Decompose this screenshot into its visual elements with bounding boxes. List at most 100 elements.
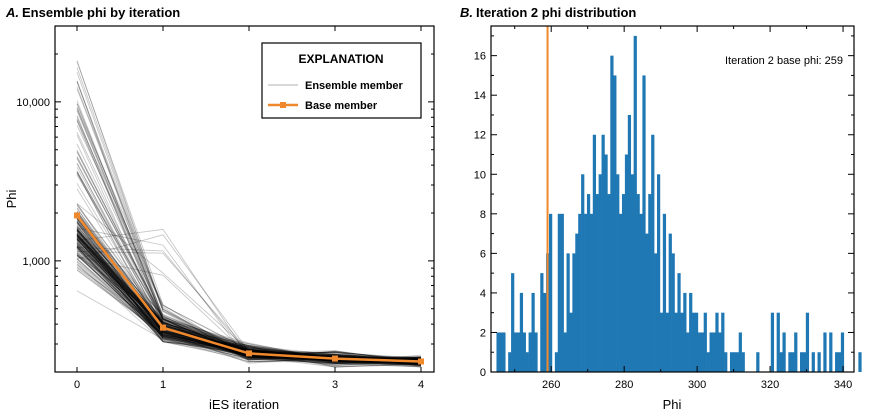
base-member-marker [74,212,80,219]
y-tick-label: 2 [480,327,486,339]
histogram-bar [630,174,634,372]
ensemble-member-line [76,245,422,361]
y-tick-label: 10 [474,169,486,181]
y-tick-label: 16 [474,51,486,63]
y-tick-label: 4 [480,288,486,300]
histogram-bar [683,292,687,372]
histogram-bar [689,292,693,372]
histogram-bar [586,194,591,372]
histogram-bar [837,352,842,372]
histogram-bar [519,292,524,372]
ensemble-member-line [76,253,422,364]
histogram-bar [662,213,667,372]
histogram-bar [645,233,649,372]
legend-title: EXPLANATION [298,52,383,66]
panel-a-frame [54,25,435,373]
ensemble-member-line [76,240,422,366]
ensemble-member-line [76,238,422,361]
x-tick-label: 320 [761,379,779,391]
base-member-marker [246,350,252,357]
ensemble-member-line [76,100,422,358]
histogram-bar [543,292,547,372]
histogram-bar [668,233,672,372]
histogram-bar [692,312,696,372]
histogram-bar [677,273,681,372]
histogram-bar [627,114,632,372]
ensemble-member-line [76,226,422,363]
x-tick-label: 0 [74,379,80,391]
ensemble-member-line [76,150,422,363]
histogram-bar [718,332,722,372]
base-phi-annotation: Iteration 2 base phi: 259 [725,55,843,67]
ensemble-member-line [76,241,422,363]
legend-base-marker [280,102,286,108]
histogram-bar [788,352,792,372]
histogram-bar [829,332,833,372]
histogram-bar [724,352,728,372]
panel-a-y-ticks: 1,000 10,000 [16,25,434,373]
histogram-bar [791,352,795,372]
x-tick-label: 2 [246,379,252,391]
histogram-bar [566,253,570,372]
histogram-bar [595,194,599,372]
ensemble-member-line [76,116,422,364]
ensemble-member-line [76,215,422,366]
histogram-bar [639,213,643,372]
base-member-series [74,212,424,365]
histogram-bar [802,352,807,372]
histogram-bar [633,35,637,372]
ensemble-member-line [76,249,422,364]
panel-b-letter: B. [460,5,473,20]
ensemble-member-line [76,107,422,362]
ensemble-member-line [76,174,422,360]
base-member-marker [418,358,424,365]
panel-b-title: B. Iteration 2 phi distribution [460,5,636,20]
histogram-bar [613,75,617,373]
histogram-bar [659,312,664,372]
ensemble-member-line [76,258,422,360]
ensemble-member-line [76,238,422,360]
histogram-bar [700,332,704,372]
histogram-bar [636,194,640,372]
histogram-bar [686,332,690,372]
x-tick-label: 3 [332,379,338,391]
panel-a-letter: A. [5,5,19,20]
histogram-bar [706,352,710,372]
histogram-bar [531,292,535,372]
histogram-bar [554,352,559,372]
panel-a-ylabel: Phi [4,189,19,208]
y-tick-label: 1,000 [22,256,50,268]
legend: EXPLANATION Ensemble member Base member [261,42,422,119]
histogram-bar [601,134,605,372]
x-tick-label: 1 [160,379,166,391]
histogram-bar [776,312,780,372]
histogram-bar [560,213,564,372]
histogram-bar [694,312,699,372]
histogram-bar [592,134,597,372]
histogram-bar [563,332,567,372]
panel-b-y-ticks: 0 2 4 6 8 10 12 14 16 [474,35,854,379]
histogram-bar [712,332,716,372]
histogram-bar [499,332,503,372]
histogram-bar [508,352,512,372]
histogram-bar [581,174,585,372]
histogram-bar [840,332,845,372]
y-tick-label: 14 [474,90,486,102]
histogram-bar [823,332,827,372]
y-tick-label: 8 [480,209,486,221]
histogram-bar [624,154,629,372]
histogram-bar [610,55,614,372]
ensemble-member-line [76,229,422,363]
histogram-bar [811,352,815,372]
ensemble-member-line [76,243,422,365]
histogram-bars [496,35,862,373]
histogram-bar [654,253,658,372]
ensemble-member-line [76,119,422,368]
histogram-bar [779,352,783,372]
ensemble-member-line [76,228,422,362]
ensemble-member-line [76,236,422,366]
histogram-bar [715,312,719,372]
panel-b: B. Iteration 2 phi distribution 260 280 300… [460,5,862,412]
ensemble-member-line [76,149,422,365]
